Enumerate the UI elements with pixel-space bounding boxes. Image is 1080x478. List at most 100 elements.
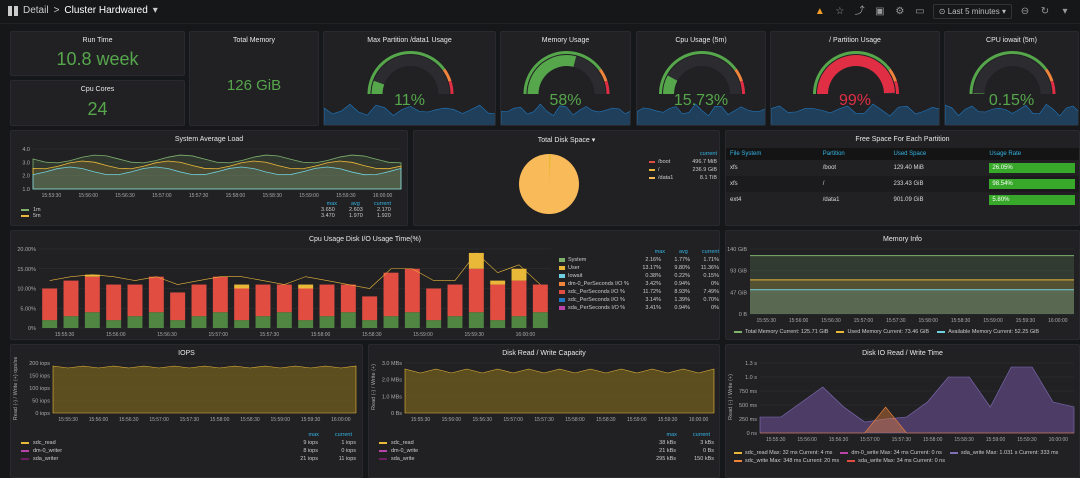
legend-swatch [559, 290, 565, 294]
x-tick-label: 15:58:00 [226, 193, 246, 199]
column-header[interactable]: Used Space [893, 151, 927, 157]
legend-label: dm-0_writer [33, 448, 63, 454]
x-tick-label: 15:55:30 [766, 437, 786, 443]
bar-io [84, 276, 100, 313]
legend-row[interactable]: dm-0_PerSeconds I/O % 3.42% 0.94% 0% [559, 281, 719, 287]
legend-item[interactable]: dm-0_write Max: 34 ms Current: 0 ns [840, 450, 942, 456]
legend-row[interactable]: System 2.16% 1.77% 1.71% [559, 257, 719, 263]
legend-row[interactable]: dm-0_writer 8 iops 0 iops [21, 448, 356, 454]
legend-row[interactable]: /boot 496.7 MiB [649, 159, 717, 165]
x-tick-label: 15:58:30 [596, 417, 616, 423]
time-range-picker[interactable]: ⊙ Last 5 minutes ▾ [932, 4, 1012, 19]
bar-io [426, 288, 442, 321]
panel-title: Memory Usage [541, 37, 590, 44]
legend-item[interactable]: Used Memory Current: 73.46 GiB [836, 329, 929, 335]
share-icon[interactable]: ⤴ [854, 5, 865, 17]
legend-item[interactable]: sdc_write Max: 348 ms Current: 20 ms [734, 458, 839, 464]
gauge-track [663, 55, 741, 94]
save-icon[interactable]: ▣ [875, 5, 885, 17]
legend: Total Memory Current: 125.71 GiB Used Mem… [734, 329, 1039, 335]
legend-row[interactable]: sdc_read 9 iops 1 iops [21, 440, 356, 446]
legend-item[interactable]: Available Memory Current: 52.25 GiB [937, 329, 1039, 335]
breadcrumb-root[interactable]: Detail [23, 5, 49, 16]
legend-label: sdc_PerSeconds I/O % [568, 289, 625, 295]
table-cell: 26.05% [985, 160, 1079, 176]
legend-label: 1m [33, 207, 41, 213]
x-tick-label: 15:55:30 [55, 332, 75, 338]
legend-max: 8 iops [303, 448, 318, 454]
legend-header: current [701, 249, 719, 255]
panel-gauge: Max Partition /data1 Usage 11% [323, 31, 496, 126]
y-tick-label: 2.0 MBs [382, 378, 402, 384]
column-header[interactable]: Partition [822, 151, 845, 157]
legend-row[interactable]: 5m 3.470 1.970 1.920 [21, 213, 401, 219]
y-tick-label: 2.0 [22, 174, 30, 180]
legend-row[interactable]: User 13.17% 9.80% 11.36% [559, 265, 719, 271]
x-tick-label: 15:59:30 [1016, 318, 1036, 324]
legend-header: max [666, 432, 677, 438]
legend-row[interactable]: sdc_PerSeconds I/O % 11.72% 8.93% 7.49% [559, 289, 719, 295]
legend-row[interactable]: 1m 3.650 2.603 2.170 [21, 207, 401, 213]
legend-row[interactable]: sda_write 295 kBs 150 kBs [379, 456, 714, 462]
gear-icon[interactable]: ⚙ [895, 5, 905, 17]
legend-label: Iowait [568, 273, 583, 279]
table-cell: xfs [730, 181, 738, 187]
user-line [49, 252, 541, 289]
legend-item[interactable]: sda_write Max: 34 ms Current: 0 ns [847, 458, 945, 464]
legend-swatch [559, 266, 565, 270]
legend-row[interactable]: sdc_PerSeconds I/O % 3.14% 1.39% 0.70% [559, 297, 719, 303]
y-tick-label: 10.00% [17, 287, 36, 293]
legend-row[interactable]: / 236.9 GiB [649, 167, 717, 173]
bar-io [212, 276, 228, 313]
threshold-red [448, 80, 454, 94]
gauge-fill [663, 75, 678, 94]
write-area [52, 365, 357, 414]
gauge-fill [371, 80, 385, 94]
legend-label: /data1 [658, 175, 674, 181]
bar-user [234, 284, 250, 289]
legend-item[interactable]: Total Memory Current: 125.71 GiB [734, 329, 828, 335]
refresh-interval-icon[interactable]: ▾ [1062, 5, 1068, 17]
column-header[interactable]: Usage Rate [989, 151, 1022, 157]
legend-swatch [559, 258, 565, 262]
x-tick-label: 15:56:00 [789, 318, 809, 324]
x-tick-label: 15:58:00 [918, 318, 938, 324]
panel-title: Cpu Usage (5m) [675, 37, 727, 44]
refresh-icon[interactable]: ↻ [1040, 5, 1050, 17]
x-tick-label: 15:59:00 [413, 332, 433, 338]
legend-header: current [373, 201, 391, 207]
panel-title: System Average Load [174, 136, 244, 143]
x-tick-label: 16:00:00 [1048, 318, 1068, 324]
legend-row[interactable]: sda_PerSeconds I/O % 3.41% 0.94% 0% [559, 305, 719, 311]
legend-swatch [949, 452, 958, 454]
zoom-out-icon[interactable]: ⊖ [1020, 5, 1030, 17]
grid-icon[interactable] [8, 5, 18, 16]
legend-item[interactable]: sdc_read Max: 32 ms Current: 4 ms [734, 450, 832, 456]
write-area [404, 368, 715, 414]
legend-avg: 0.94% [674, 305, 690, 311]
star-icon[interactable]: ☆ [835, 5, 845, 17]
chevron-down-icon[interactable]: ▾ [591, 137, 596, 144]
add-panel-icon[interactable]: ▲ [814, 5, 825, 17]
legend-row[interactable]: sdc_read 38 kBs 3 kBs [379, 440, 714, 446]
memory-graph: 140 GiB 93 GiB 47 GiB 0 B 15:55:30 15:56:00 15… [727, 247, 1074, 324]
legend-current: 0 Bs [702, 448, 714, 454]
legend-label: dm-0_write Max: 34 ms Current: 0 ns [851, 450, 942, 456]
chevron-down-icon[interactable]: ▾ [152, 5, 158, 16]
legend-item[interactable]: sda_write Max: 1.031 s Current: 333 ms [949, 450, 1058, 456]
column-header[interactable]: File System [730, 151, 762, 157]
series-line [32, 166, 402, 190]
gauge [501, 51, 630, 125]
bar-system [383, 316, 399, 328]
dashboard-title[interactable]: Cluster Hardwared [64, 5, 148, 16]
bar-system [319, 316, 335, 328]
legend-row[interactable]: sda_writer 21 iops 11 iops [21, 456, 356, 462]
legend-row[interactable]: dm-0_write 21 kBs 0 Bs [379, 448, 714, 454]
x-tick-label: 15:59:30 [336, 193, 356, 199]
x-tick-label: 15:58:00 [923, 437, 943, 443]
legend-row[interactable]: Iowait 0.38% 0.22% 0.15% [559, 273, 719, 279]
legend-row[interactable]: /data1 8.1 TiB [649, 175, 717, 181]
legend-current: 1.920 [377, 213, 391, 219]
legend-swatch [21, 458, 29, 460]
monitor-icon[interactable]: ▭ [915, 5, 925, 17]
